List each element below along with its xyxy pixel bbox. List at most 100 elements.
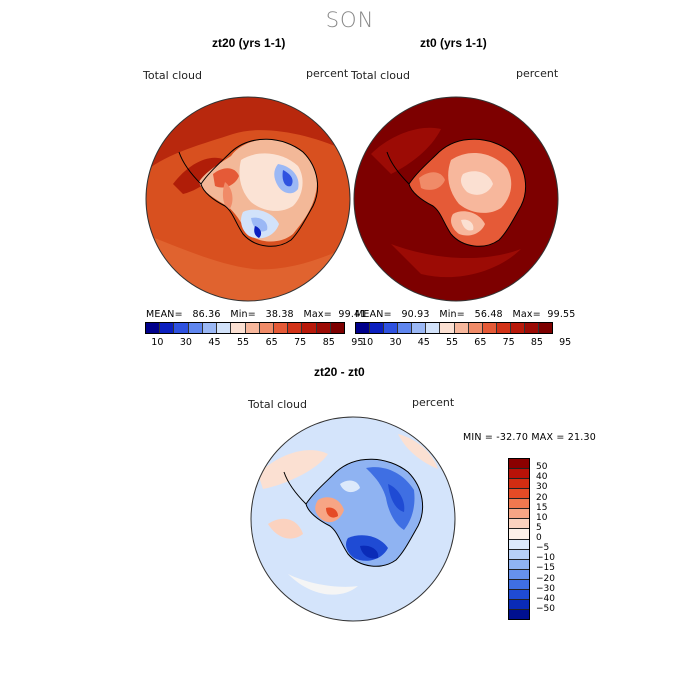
colorbar-swatch: [188, 323, 203, 333]
colorbar-swatch: [509, 529, 529, 540]
colorbar-tick-label: 85: [322, 337, 335, 348]
colorbar-swatch: [316, 323, 331, 333]
panel1-title: zt20 (yrs 1-1): [212, 36, 286, 50]
colorbar-swatch: [509, 509, 529, 520]
colorbar-swatch: [146, 323, 161, 333]
colorbar-swatch: [509, 479, 529, 490]
colorbar-swatch: [398, 323, 413, 333]
colorbar-swatch: [454, 323, 469, 333]
colorbar-tick-label: 75: [502, 337, 515, 348]
colorbar-tick-label: 30: [179, 337, 192, 348]
colorbar-swatch: [370, 323, 385, 333]
colorbar-swatch: [174, 323, 189, 333]
diff-colorbar: [508, 458, 530, 620]
colorbar-tick-label: 50: [536, 462, 548, 473]
colorbar-tick-label: 0: [536, 533, 542, 543]
colorbar-tick-label: 45: [417, 337, 430, 348]
colorbar-swatch: [509, 549, 529, 560]
panel2-max-label: Max=: [512, 309, 541, 320]
colorbar-swatch: [412, 323, 427, 333]
colorbar-swatch: [288, 323, 303, 333]
colorbar-swatch: [509, 469, 529, 480]
colorbar-tick-label: 95: [351, 337, 364, 348]
colorbar-tick-label: 40: [536, 472, 548, 483]
colorbar-swatch: [509, 519, 529, 530]
colorbar-tick-label: 10: [151, 337, 164, 348]
diff-map: [250, 416, 456, 622]
colorbar-swatch: [245, 323, 260, 333]
colorbar-swatch: [509, 599, 529, 610]
colorbar-swatch: [302, 323, 317, 333]
colorbar-swatch: [509, 609, 529, 619]
panel1-min-label: Min=: [230, 309, 256, 320]
panel2-stats: MEAN= 90.93 Min= 56.48 Max= 99.55: [355, 309, 576, 320]
page-title: SON: [325, 8, 375, 32]
colorbar-swatch: [539, 323, 553, 333]
colorbar-swatch: [384, 323, 399, 333]
panel2-min-value: 56.48: [474, 309, 503, 320]
colorbar-swatch: [468, 323, 483, 333]
panel2-field-label: Total cloud: [351, 69, 410, 82]
panel2-colorbar: [355, 322, 553, 334]
colorbar-tick-label: −10: [536, 553, 555, 564]
colorbar-tick-label: 95: [559, 337, 572, 348]
panel1-max-label: Max=: [303, 309, 332, 320]
colorbar-tick-label: 10: [536, 512, 548, 523]
colorbar-swatch: [426, 323, 441, 333]
panel1-colorbar: [145, 322, 345, 334]
panel1-mean-value: 86.36: [192, 309, 221, 320]
panel1-max-value: 99.41: [338, 309, 367, 320]
colorbar-swatch: [509, 489, 529, 500]
colorbar-tick-label: −30: [536, 583, 555, 594]
diff-minmax: MIN = -32.70 MAX = 21.30: [463, 432, 596, 443]
colorbar-tick-label: 30: [389, 337, 402, 348]
panel2-title: zt0 (yrs 1-1): [420, 36, 487, 50]
colorbar-tick-label: 20: [536, 492, 548, 503]
colorbar-tick-label: 65: [474, 337, 487, 348]
colorbar-swatch: [524, 323, 540, 333]
colorbar-swatch: [509, 539, 529, 550]
colorbar-swatch: [509, 459, 529, 470]
colorbar-tick-label: 5: [536, 522, 542, 533]
colorbar-swatch: [160, 323, 175, 333]
panel1-field-label: Total cloud: [143, 69, 202, 82]
colorbar-swatch: [509, 569, 529, 580]
diff-unit-label: percent: [412, 396, 455, 409]
panel2-unit-label: percent: [516, 67, 559, 80]
colorbar-tick-label: −50: [536, 603, 555, 614]
colorbar-tick-label: 55: [237, 337, 250, 348]
diff-title: zt20 - zt0: [314, 365, 365, 379]
colorbar-swatch: [509, 559, 529, 570]
panel2-max-value: 99.55: [547, 309, 576, 320]
colorbar-swatch: [440, 323, 455, 333]
panel1-unit-label: percent: [306, 67, 349, 80]
colorbar-tick-label: 75: [294, 337, 307, 348]
colorbar-tick-label: −20: [536, 573, 555, 584]
colorbar-tick-label: −40: [536, 593, 555, 604]
panel1-stats: MEAN= 86.36 Min= 38.38 Max= 99.41: [146, 309, 367, 320]
colorbar-swatch: [496, 323, 511, 333]
colorbar-swatch: [509, 579, 529, 590]
colorbar-swatch: [510, 323, 525, 333]
diff-colorbar-labels: 50 40 30 20 15 10 5 0 −5 −10 −15 −20 −30 −40 −50: [536, 458, 576, 620]
colorbar-swatch: [356, 323, 371, 333]
colorbar-tick-label: 10: [361, 337, 374, 348]
colorbar-swatch: [509, 499, 529, 510]
colorbar-tick-label: −5: [536, 543, 550, 554]
panel2-map: [353, 96, 559, 302]
colorbar-swatch: [231, 323, 246, 333]
colorbar-swatch: [202, 323, 218, 333]
colorbar-tick-label: 15: [536, 502, 548, 513]
colorbar-swatch: [259, 323, 274, 333]
colorbar-tick-label: 30: [536, 482, 548, 493]
panel1-min-value: 38.38: [265, 309, 294, 320]
colorbar-swatch: [482, 323, 497, 333]
colorbar-swatch: [217, 323, 232, 333]
panel2-min-label: Min=: [439, 309, 465, 320]
colorbar-swatch: [330, 323, 345, 333]
colorbar-tick-label: 45: [208, 337, 221, 348]
colorbar-tick-label: 85: [530, 337, 543, 348]
colorbar-tick-label: 65: [265, 337, 278, 348]
diff-field-label: Total cloud: [248, 398, 307, 411]
colorbar-swatch: [509, 589, 529, 600]
